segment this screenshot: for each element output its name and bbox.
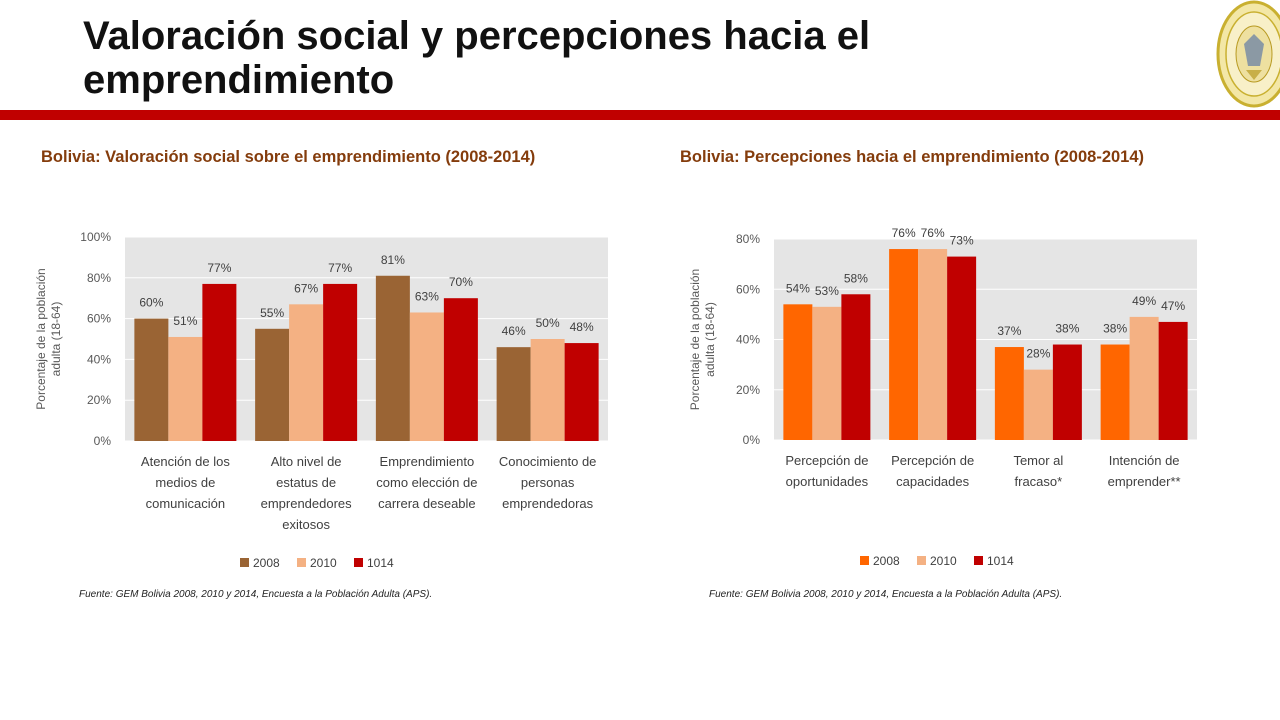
title-divider xyxy=(0,110,1280,120)
source-note-left: Fuente: GEM Bolivia 2008, 2010 y 2014, E… xyxy=(79,589,433,600)
legend-swatch-2008 xyxy=(860,556,869,565)
data-label: 60% xyxy=(139,296,163,310)
bar-1014 xyxy=(947,256,977,440)
legend-swatch-2010 xyxy=(917,556,926,565)
source-note-right: Fuente: GEM Bolivia 2008, 2010 y 2014, E… xyxy=(709,589,1063,600)
legend-swatch-2008 xyxy=(240,558,249,567)
legend-swatch-2010 xyxy=(297,558,306,567)
legend-swatch-1014 xyxy=(354,558,363,567)
bar-2010 xyxy=(168,336,203,441)
title-divider-bar xyxy=(0,110,1280,120)
y-axis-label: Porcentaje de la poblaciónadulta (18-64) xyxy=(34,268,63,409)
data-label: 76% xyxy=(921,226,945,240)
data-label: 63% xyxy=(415,289,439,303)
legend-label-2008: 2008 xyxy=(873,554,900,568)
data-label: 46% xyxy=(502,324,526,338)
legend-label-1014: 1014 xyxy=(367,556,394,570)
data-label: 77% xyxy=(207,261,231,275)
bar-2008 xyxy=(255,328,290,441)
data-label: 76% xyxy=(892,226,916,240)
bar-2008 xyxy=(496,347,531,441)
legend-label-1014: 1014 xyxy=(987,554,1014,568)
bar-2008 xyxy=(994,347,1024,440)
y-tick-label: 40% xyxy=(736,333,760,347)
data-label: 48% xyxy=(570,320,594,334)
legend-swatch-1014 xyxy=(974,556,983,565)
data-label: 58% xyxy=(844,271,868,285)
data-label: 50% xyxy=(536,316,560,330)
data-label: 38% xyxy=(1103,322,1127,336)
bar-2010 xyxy=(1023,369,1053,440)
y-tick-label: 80% xyxy=(736,232,760,246)
bar-1014 xyxy=(564,343,599,441)
y-tick-label: 60% xyxy=(736,282,760,296)
y-tick-label: 20% xyxy=(87,393,111,407)
category-label: Percepción de oportunidades xyxy=(785,453,868,489)
data-label: 51% xyxy=(173,314,197,328)
bar-2010 xyxy=(812,306,842,440)
bar-2008 xyxy=(783,304,813,440)
bar-1014 xyxy=(1158,321,1188,440)
y-tick-label: 80% xyxy=(87,271,111,285)
legend-label-2008: 2008 xyxy=(253,556,280,570)
data-label: 38% xyxy=(1055,322,1079,336)
y-tick-label: 20% xyxy=(736,383,760,397)
legend-label-2010: 2010 xyxy=(930,554,957,568)
bar-1014 xyxy=(841,294,871,440)
category-label: Atención de los medios de comunicación xyxy=(141,454,230,511)
data-label: 47% xyxy=(1161,299,1185,313)
legend-label-2010: 2010 xyxy=(310,556,337,570)
category-label: Alto nivel de estatus de emprendedores exit… xyxy=(261,454,353,532)
category-label: Conocimiento de personas emprendedoras xyxy=(499,454,597,511)
data-label: 53% xyxy=(815,284,839,298)
y-tick-label: 100% xyxy=(80,230,111,244)
bar-2010 xyxy=(1129,316,1159,440)
bar-2010 xyxy=(918,249,948,440)
university-seal-icon xyxy=(1216,0,1280,108)
data-label: 28% xyxy=(1026,347,1050,361)
y-tick-label: 0% xyxy=(743,433,761,447)
category-label: Intención de emprender** xyxy=(1108,453,1181,489)
y-tick-label: 40% xyxy=(87,352,111,366)
data-label: 49% xyxy=(1132,294,1156,308)
y-axis-label: Porcentaje de la poblaciónadulta (18-64) xyxy=(688,269,717,410)
data-label: 37% xyxy=(997,324,1021,338)
data-label: 77% xyxy=(328,261,352,275)
chart-title-valoracion: Bolivia: Valoración social sobre el empr… xyxy=(41,148,536,166)
bar-2010 xyxy=(409,312,444,441)
bar-1014 xyxy=(323,283,358,441)
bar-2010 xyxy=(530,339,565,441)
bar-1014 xyxy=(443,298,478,441)
category-label: Temor al fracaso* xyxy=(1013,453,1063,489)
category-label: Emprendimiento como elección de carrera de… xyxy=(376,454,477,511)
y-tick-label: 0% xyxy=(94,434,112,448)
bar-2008 xyxy=(134,318,169,441)
data-label: 54% xyxy=(786,281,810,295)
chart-title-percepciones: Bolivia: Percepciones hacia el emprendim… xyxy=(680,148,1145,166)
bar-2008 xyxy=(889,249,919,440)
bar-1014 xyxy=(1052,344,1082,440)
page-title: Valoración social y percepciones hacia e… xyxy=(83,14,871,102)
data-label: 55% xyxy=(260,306,284,320)
y-tick-label: 60% xyxy=(87,312,111,326)
bar-2008 xyxy=(1100,344,1130,440)
bar-2010 xyxy=(289,304,324,441)
category-label: Percepción de capacidades xyxy=(891,453,974,489)
bar-2008 xyxy=(375,275,410,441)
data-label: 70% xyxy=(449,275,473,289)
data-label: 81% xyxy=(381,253,405,267)
data-label: 73% xyxy=(950,234,974,248)
data-label: 67% xyxy=(294,281,318,295)
bar-1014 xyxy=(202,283,237,441)
